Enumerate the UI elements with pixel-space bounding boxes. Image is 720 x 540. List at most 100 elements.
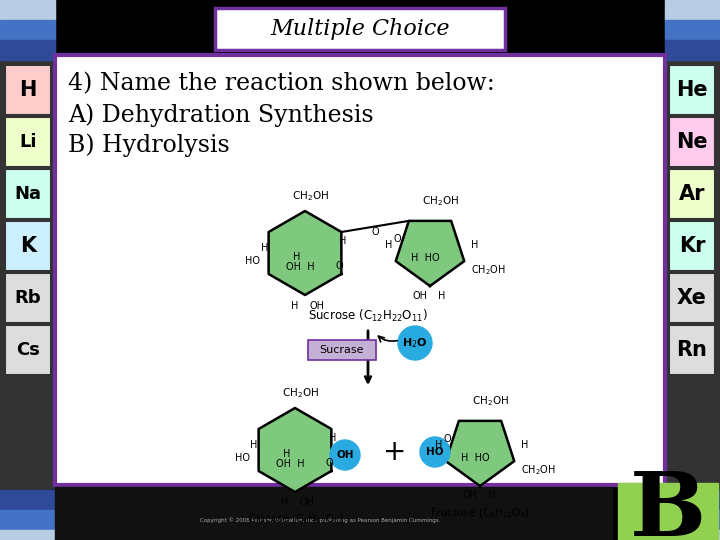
Text: H: H <box>471 240 478 250</box>
Text: B) Hydrolysis: B) Hydrolysis <box>68 133 230 157</box>
Text: K: K <box>20 236 36 256</box>
Text: CH$_2$OH: CH$_2$OH <box>521 463 556 477</box>
Bar <box>665 490 720 510</box>
Polygon shape <box>396 221 464 286</box>
Polygon shape <box>258 408 331 492</box>
Polygon shape <box>269 211 341 295</box>
Bar <box>0 530 55 540</box>
Bar <box>0 0 55 540</box>
Text: H  HO: H HO <box>461 453 490 463</box>
Bar <box>665 490 720 540</box>
Bar <box>308 340 376 360</box>
Bar <box>5 169 51 219</box>
Bar <box>5 65 51 115</box>
Polygon shape <box>446 421 514 486</box>
Bar <box>55 487 612 540</box>
Text: Xe: Xe <box>677 288 707 308</box>
Text: OH  H: OH H <box>286 262 315 272</box>
Circle shape <box>398 326 432 360</box>
Text: H: H <box>329 433 337 443</box>
Text: HO: HO <box>245 256 260 266</box>
Bar <box>665 40 720 60</box>
Text: H: H <box>250 440 257 450</box>
Text: H: H <box>339 236 347 246</box>
Bar <box>55 55 665 485</box>
Text: Na: Na <box>14 185 42 203</box>
Text: OH: OH <box>336 450 354 460</box>
Text: O: O <box>325 458 333 468</box>
Text: Ar: Ar <box>679 184 706 204</box>
Text: O: O <box>394 234 402 244</box>
Text: H: H <box>435 440 442 450</box>
Text: H: H <box>521 440 528 450</box>
Bar <box>0 0 55 20</box>
Bar <box>669 273 715 323</box>
Text: O: O <box>372 227 379 238</box>
Bar <box>669 117 715 167</box>
Bar <box>0 490 230 540</box>
Text: OH  H: OH H <box>276 459 305 469</box>
Bar <box>669 325 715 375</box>
Text: +: + <box>383 438 407 466</box>
Text: H: H <box>283 449 291 459</box>
Text: A) Dehydration Synthesis: A) Dehydration Synthesis <box>68 103 374 126</box>
Text: OH: OH <box>300 497 315 507</box>
Text: Rn: Rn <box>677 340 708 360</box>
Circle shape <box>420 437 450 467</box>
Bar <box>0 490 55 510</box>
Text: CH$_2$OH: CH$_2$OH <box>471 263 506 277</box>
Text: CH$_2$OH: CH$_2$OH <box>472 394 508 408</box>
Text: Rb: Rb <box>14 289 41 307</box>
Bar <box>665 530 720 540</box>
Text: CH$_2$OH: CH$_2$OH <box>421 194 459 208</box>
Text: 4) Name the reaction shown below:: 4) Name the reaction shown below: <box>68 72 495 95</box>
Text: Multiple Choice: Multiple Choice <box>270 18 450 40</box>
Bar <box>0 40 55 60</box>
Text: HO: HO <box>426 447 444 457</box>
Text: CH$_2$OH: CH$_2$OH <box>292 189 328 203</box>
Text: H: H <box>282 497 289 507</box>
Text: H: H <box>438 291 446 301</box>
Text: Kr: Kr <box>679 236 706 256</box>
Text: H: H <box>384 240 392 250</box>
Bar <box>5 221 51 271</box>
Text: H: H <box>293 252 301 262</box>
Bar <box>5 325 51 375</box>
Bar <box>669 169 715 219</box>
Text: O: O <box>336 261 343 271</box>
Bar <box>0 20 55 40</box>
Text: H$_2$O: H$_2$O <box>402 336 428 350</box>
Text: H: H <box>261 243 268 253</box>
Text: H: H <box>292 301 299 311</box>
Text: Cs: Cs <box>16 341 40 359</box>
Text: Fructose (C$_6$H$_{12}$O$_6$): Fructose (C$_6$H$_{12}$O$_6$) <box>430 506 530 519</box>
Text: B: B <box>630 468 706 540</box>
Text: OH: OH <box>462 490 477 500</box>
Text: Sucrase: Sucrase <box>320 345 364 355</box>
Bar <box>665 20 720 40</box>
Text: H: H <box>488 490 495 500</box>
Text: H: H <box>19 80 37 100</box>
Bar <box>5 273 51 323</box>
Bar <box>5 117 51 167</box>
Text: Glucose (C$_6$H$_{12}$O$_6$): Glucose (C$_6$H$_{12}$O$_6$) <box>247 512 343 525</box>
Bar <box>618 483 718 540</box>
Circle shape <box>330 440 360 470</box>
Text: OH: OH <box>310 301 325 311</box>
Text: Copyright © 2008 Pearson Education, Inc., publishing as Pearson Benjamin Cumming: Copyright © 2008 Pearson Education, Inc.… <box>200 517 441 523</box>
Bar <box>215 8 505 50</box>
Bar <box>669 65 715 115</box>
Text: H  HO: H HO <box>410 253 439 263</box>
Text: OH: OH <box>413 291 428 301</box>
Text: O: O <box>444 434 451 444</box>
Text: Sucrose (C$_{12}$H$_{22}$O$_{11}$): Sucrose (C$_{12}$H$_{22}$O$_{11}$) <box>308 308 428 324</box>
Text: HO: HO <box>235 453 250 463</box>
Bar <box>669 221 715 271</box>
Bar <box>665 510 720 530</box>
Bar <box>0 510 55 530</box>
Text: CH$_2$OH: CH$_2$OH <box>282 386 318 400</box>
Bar <box>665 0 720 20</box>
Bar <box>665 0 720 540</box>
Text: He: He <box>676 80 708 100</box>
Text: Li: Li <box>19 133 37 151</box>
